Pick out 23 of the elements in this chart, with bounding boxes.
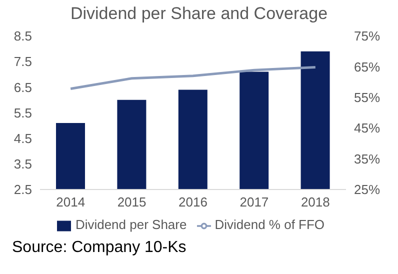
y2-tick-label: 45%	[354, 120, 380, 136]
chart-title: Dividend per Share and Coverage	[69, 3, 329, 25]
y-tick-label: 2.5	[14, 182, 32, 198]
x-tick-label: 2015	[117, 194, 146, 210]
x-tick-label: 2017	[240, 194, 269, 210]
x-tick-label: 2018	[300, 194, 330, 210]
y2-tick-label: 75%	[354, 28, 380, 44]
y2-tick-label: 35%	[354, 151, 380, 166]
legend-label: Dividend per Share	[75, 217, 187, 232]
x-tick-label: 2016	[178, 194, 208, 210]
x-tick-label: 2014	[56, 194, 86, 210]
y-tick-label: 4.5	[14, 130, 32, 146]
y2-tick-label: 65%	[354, 59, 380, 74]
legend-label: Dividend % of FFO	[214, 217, 325, 232]
y-tick-label: 7.5	[14, 54, 32, 70]
source-note: Source: Company 10-Ks	[11, 239, 188, 257]
y-tick-label: 8.5	[14, 28, 32, 44]
y-tick-label: 3.5	[14, 156, 32, 172]
y2-tick-label: 25%	[354, 182, 380, 198]
line-series	[69, 66, 317, 90]
y2-tick-label: 55%	[354, 90, 380, 105]
y-tick-label: 6.5	[14, 80, 32, 95]
y-tick-label: 5.5	[14, 105, 32, 120]
